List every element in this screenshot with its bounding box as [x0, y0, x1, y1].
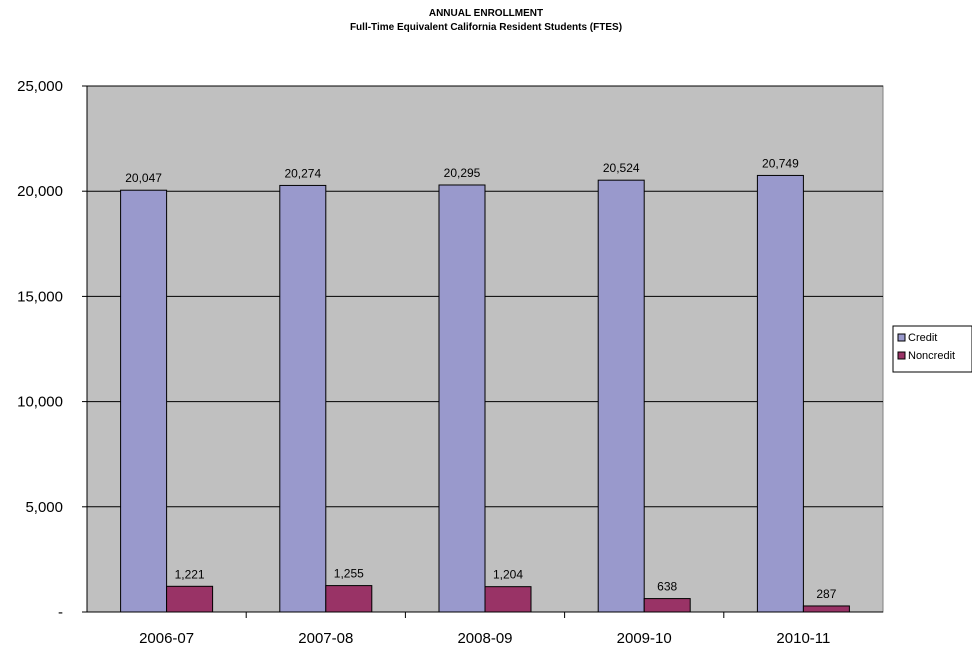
- bar-credit: [438, 184, 486, 613]
- y-tick-label: -: [58, 604, 63, 621]
- x-tick-label: 2009-10: [617, 630, 672, 646]
- bar-credit: [279, 184, 327, 613]
- bar-noncredit: [802, 605, 850, 613]
- legend-label: Noncredit: [908, 350, 955, 362]
- bars: 20,047 1,221 20,274 1,255 20,295 1,204 20,524 6…: [120, 156, 850, 613]
- y-tick-label: 10,000: [17, 394, 63, 411]
- y-tick-label: 25,000: [17, 78, 63, 95]
- data-label-credit: 20,047: [125, 171, 162, 185]
- y-tick-label: 20,000: [17, 183, 63, 200]
- data-label-noncredit: 1,204: [493, 568, 523, 582]
- legend-box: [892, 325, 972, 373]
- bar-noncredit: [166, 585, 214, 613]
- x-tick-label: 2008-09: [457, 630, 512, 646]
- legend-swatch: [897, 351, 906, 360]
- y-tick-label: 15,000: [17, 288, 63, 305]
- legend-swatch: [897, 333, 906, 342]
- bar-credit: [120, 189, 168, 613]
- x-tick-label: 2010-11: [776, 630, 830, 646]
- bar-credit: [597, 179, 645, 613]
- data-label-credit: 20,749: [762, 156, 799, 170]
- chart-title: ANNUAL ENROLLMENT: [429, 8, 543, 19]
- data-label-credit: 20,274: [284, 166, 321, 180]
- axes: - 5,000 10,000 15,000 20,000 25,000 2006-07 200…: [17, 78, 883, 646]
- legend-label: Credit: [908, 332, 937, 344]
- bar-noncredit: [325, 585, 373, 613]
- data-label-noncredit: 287: [816, 587, 836, 601]
- bar-noncredit: [484, 586, 532, 613]
- data-label-noncredit: 1,255: [334, 567, 364, 581]
- y-tick-label: 5,000: [25, 499, 63, 516]
- data-label-credit: 20,524: [603, 161, 640, 175]
- x-tick-label: 2007-08: [298, 630, 353, 646]
- bar-noncredit: [643, 598, 691, 613]
- bar-credit: [756, 174, 804, 613]
- chart-subtitle: Full-Time Equivalent California Resident…: [350, 22, 622, 33]
- x-tick-label: 2006-07: [139, 630, 194, 646]
- legend: Credit Noncredit: [892, 325, 972, 373]
- data-label-credit: 20,295: [444, 166, 481, 180]
- data-label-noncredit: 1,221: [175, 567, 205, 581]
- data-label-noncredit: 638: [657, 580, 677, 594]
